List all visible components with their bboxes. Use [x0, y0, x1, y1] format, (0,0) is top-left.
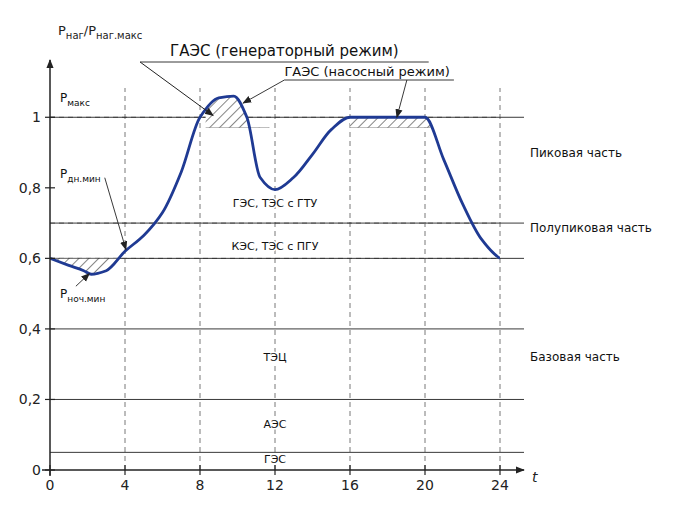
x-tick-label: 8 — [196, 477, 205, 493]
zone-label: ТЭЦ — [263, 351, 287, 364]
subscript: наг.макс — [96, 30, 142, 41]
band-line — [50, 328, 524, 329]
axes: 0 4 8 12 16 20 24 0 0,2 0,4 0,6 0,8 1 — [19, 60, 524, 493]
dashed-vline — [275, 88, 276, 470]
band-line — [50, 117, 524, 118]
x-tick — [274, 465, 275, 475]
x-tick-label: 24 — [491, 477, 509, 493]
x-tick — [424, 465, 425, 475]
y-tick — [45, 328, 55, 329]
band-line — [50, 223, 524, 224]
hatched-group — [50, 258, 134, 274]
level-arrow — [105, 178, 126, 250]
dashed-vline — [500, 88, 501, 470]
part-label: Пиковая часть — [530, 146, 622, 160]
y-tick-label: 0,6 — [19, 250, 41, 266]
x-tick-label: 16 — [341, 477, 359, 493]
level-label: Рдн.мин — [60, 167, 101, 184]
x-tick — [499, 465, 500, 475]
subscript: ноч.мин — [67, 294, 105, 304]
y-tick-label: 0 — [32, 462, 41, 478]
band-line — [50, 399, 524, 400]
text-part: Р — [58, 23, 66, 38]
y-axis-label: Рнаг/Рнаг.макс — [58, 23, 142, 42]
y-axis — [49, 60, 51, 476]
annotation: ГАЭС (насосный режим) — [284, 64, 450, 79]
y-tick-label: 0,4 — [19, 321, 41, 337]
x-tick — [199, 465, 200, 475]
dashed-vline — [350, 88, 351, 470]
x-tick — [124, 465, 125, 475]
labels: t Рнаг/Рнаг.макс ГАЭС (генераторный режим)… — [58, 23, 652, 486]
level-label: Рмакс — [60, 91, 90, 108]
chart: 0 4 8 12 16 20 24 0 0,2 0,4 0,6 0,8 1 t Рнаг/Рнаг.макс… — [0, 0, 679, 514]
dashed-vline — [125, 88, 126, 470]
zone-label: АЭС — [264, 418, 287, 431]
guide-lines — [50, 88, 524, 470]
zone-label: ГЭС, ТЭС с ГТУ — [233, 197, 318, 210]
x-tick-label: 0 — [46, 477, 55, 493]
y-tick-label: 0,8 — [19, 180, 41, 196]
x-tick-label: 12 — [266, 477, 284, 493]
hatched-region — [350, 96, 431, 128]
hatched-group — [350, 96, 431, 128]
x-axis-label: t — [532, 469, 538, 485]
y-tick — [45, 117, 55, 118]
y-tick — [45, 469, 55, 470]
text-part: /Р — [84, 23, 96, 38]
title: ГАЭС (генераторный режим) — [170, 42, 399, 60]
zone-label: КЭС, ТЭС с ПГУ — [232, 240, 319, 253]
y-tick-label: 1 — [32, 109, 41, 125]
part-label: Базовая часть — [530, 350, 620, 364]
x-tick — [349, 465, 350, 475]
dashed-vline — [425, 88, 426, 470]
dashed-vline — [200, 88, 201, 470]
band-line — [50, 452, 524, 453]
hatched-region — [206, 96, 270, 128]
hatched-group — [206, 96, 270, 128]
subscript: дн.мин — [67, 174, 101, 184]
subscript: наг — [66, 30, 84, 41]
y-tick — [45, 258, 55, 259]
annotation-arrow — [243, 80, 284, 103]
text-part: Р — [60, 91, 67, 105]
annotation-arrow — [397, 80, 407, 117]
annotation-underline — [284, 80, 454, 81]
text-part: Р — [60, 287, 67, 301]
x-axis — [42, 469, 524, 471]
level-arrow — [76, 274, 90, 287]
plot-area — [50, 96, 500, 274]
hatched-region — [50, 258, 134, 274]
y-tick-label: 0,2 — [19, 391, 41, 407]
title-arrow — [140, 62, 213, 116]
x-tick-label: 4 — [121, 477, 130, 493]
title-underline — [140, 62, 429, 63]
text-part: Р — [60, 167, 67, 181]
y-tick — [45, 399, 55, 400]
x-tick-label: 20 — [416, 477, 434, 493]
subscript: макс — [67, 98, 90, 108]
level-label: Рноч.мин — [60, 287, 105, 304]
load-curve — [50, 96, 500, 274]
zone-label: ГЭС — [264, 453, 286, 466]
part-label: Полупиковая часть — [530, 221, 652, 235]
y-tick — [45, 187, 55, 188]
